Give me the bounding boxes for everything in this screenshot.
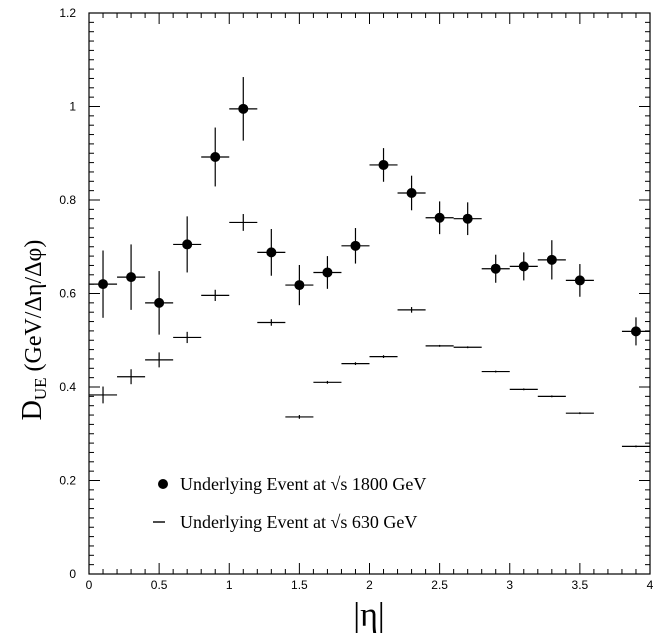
- data-point-630gev: [369, 355, 398, 359]
- marker-dot: [518, 261, 529, 272]
- x-tick-label: 2: [366, 578, 373, 592]
- marker-dot: [378, 159, 389, 170]
- data-point-1800gev: [481, 254, 510, 283]
- data-point-630gev: [481, 370, 510, 373]
- data-point-630gev: [145, 352, 174, 368]
- marker-dot: [98, 279, 109, 290]
- y-tick-label: 0.6: [59, 287, 76, 301]
- series-0: [89, 77, 650, 346]
- data-point-1800gev: [89, 250, 118, 318]
- marker-dot: [630, 326, 641, 337]
- series-1: [89, 214, 650, 448]
- legend-label-1800: Underlying Event at √s 1800 GeV: [180, 474, 426, 494]
- data-point-1800gev: [285, 264, 314, 306]
- data-point-630gev: [229, 214, 258, 231]
- legend-marker-1800: [158, 479, 168, 489]
- y-tick-label: 1: [69, 100, 76, 114]
- data-point-1800gev: [565, 264, 594, 297]
- marker-dot: [154, 297, 165, 308]
- data-point-630gev: [453, 346, 482, 349]
- marker-dot: [490, 263, 501, 274]
- x-tick-label: 3: [506, 578, 513, 592]
- x-tick-label: 4: [647, 578, 654, 592]
- marker-dot: [238, 103, 249, 114]
- marker-dot: [126, 272, 137, 283]
- data-point-1800gev: [313, 256, 342, 289]
- data-point-630gev: [173, 331, 202, 344]
- y-tick-label: 0.2: [59, 474, 76, 488]
- data-point-1800gev: [537, 240, 566, 280]
- data-point-1800gev: [173, 216, 202, 273]
- x-tick-label: 0.5: [151, 578, 168, 592]
- data-point-630gev: [89, 386, 118, 404]
- data-point-1800gev: [397, 175, 426, 211]
- y-tick-label: 0: [69, 567, 76, 581]
- y-axis-title-sub: UE: [31, 378, 50, 401]
- data-point-1800gev: [229, 77, 258, 141]
- marker-dot: [266, 247, 277, 258]
- data-point-630gev: [425, 344, 454, 347]
- data-series: [89, 77, 650, 448]
- data-point-1800gev: [453, 202, 482, 236]
- marker-dot: [406, 187, 417, 198]
- x-tick-label: 3.5: [572, 578, 589, 592]
- data-point-630gev: [397, 307, 426, 313]
- data-point-1800gev: [425, 201, 454, 235]
- y-tick-label: 1.2: [59, 6, 76, 20]
- x-tick-label: 1: [226, 578, 233, 592]
- marker-dot: [546, 254, 557, 265]
- marker-dot: [350, 240, 361, 251]
- marker-dot: [462, 213, 473, 224]
- x-axis-title: |η|: [353, 597, 384, 634]
- marker-dot: [434, 212, 445, 223]
- x-tick-label: 1.5: [291, 578, 308, 592]
- axis-ticks: 0 0.5 1 1.5 2 2.5 3 3.5 4 0 0.2 0.4 0.6 0.8 1 1.2: [59, 6, 653, 592]
- legend: Underlying Event at √s 1800 GeV Underlyi…: [153, 474, 426, 532]
- marker-dot: [210, 151, 221, 162]
- y-axis-title-rest: (GeV/Δη/Δφ): [21, 240, 47, 378]
- x-tick-label: 0: [86, 578, 93, 592]
- marker-dot: [574, 275, 585, 286]
- data-point-630gev: [341, 362, 370, 366]
- x-tick-label: 2.5: [431, 578, 448, 592]
- data-point-630gev: [565, 412, 594, 415]
- data-point-630gev: [257, 319, 286, 326]
- data-point-630gev: [285, 415, 314, 419]
- data-point-1800gev: [621, 317, 650, 346]
- data-point-630gev: [537, 395, 566, 398]
- marker-dot: [294, 280, 305, 291]
- data-point-1800gev: [341, 228, 370, 264]
- y-tick-label: 0.4: [59, 380, 76, 394]
- marker-dot: [322, 267, 333, 278]
- data-point-630gev: [201, 289, 230, 301]
- data-point-1800gev: [145, 271, 174, 335]
- y-tick-label: 0.8: [59, 193, 76, 207]
- data-point-1800gev: [509, 252, 538, 281]
- data-point-1800gev: [117, 244, 146, 310]
- data-point-1800gev: [201, 127, 230, 187]
- marker-dot: [182, 239, 193, 250]
- data-point-1800gev: [369, 148, 398, 182]
- legend-label-630: Underlying Event at √s 630 GeV: [180, 512, 417, 532]
- data-point-1800gev: [257, 228, 286, 276]
- data-point-630gev: [117, 369, 146, 385]
- data-point-630gev: [621, 445, 650, 448]
- y-axis-title: DUE (GeV/Δη/Δφ): [17, 240, 50, 421]
- data-point-630gev: [313, 380, 342, 384]
- data-point-630gev: [509, 388, 538, 391]
- y-axis-title-main: D: [17, 400, 48, 420]
